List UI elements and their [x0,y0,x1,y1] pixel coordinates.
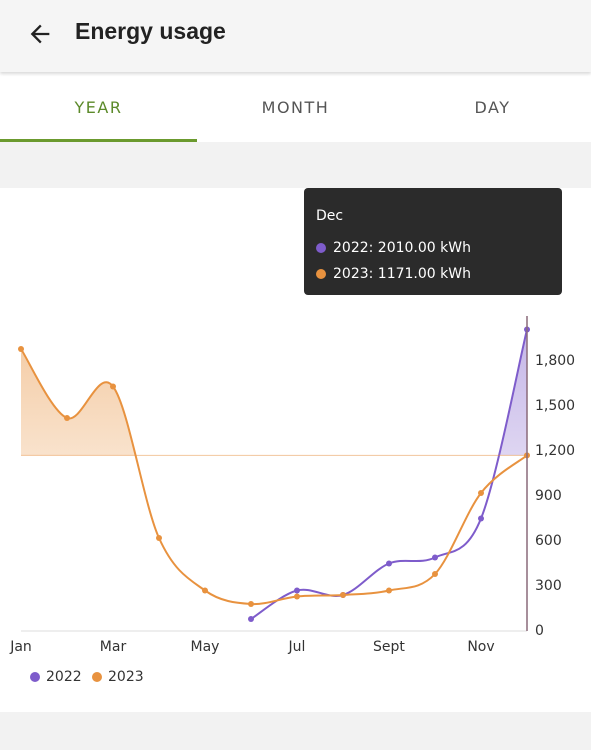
data-point [386,587,392,594]
y-tick-label: 1,800 [535,353,575,369]
legend-label: 2023 [108,669,144,685]
tab[interactable]: DAY [474,98,511,117]
tab-bar: YEAR MONTH DAY [0,72,591,142]
x-tick-label: May [191,639,220,655]
tooltip-line: 2023: 1171.00 kWh [333,266,471,282]
data-point [432,571,438,577]
tab-indicator [0,139,197,142]
x-tick-label: Mar [100,639,127,655]
y-tick-label: 600 [535,533,562,549]
data-point [156,535,162,541]
app-bar: Energy usage [0,0,591,72]
x-tick-label: Sept [373,639,405,655]
legend-swatch [92,672,102,682]
data-point [478,490,484,496]
y-tick-label: 900 [535,488,562,504]
series-line [20,348,528,606]
tooltip-title: Dec [316,208,343,224]
y-tick-label: 0 [535,623,544,639]
data-point [248,616,254,622]
tooltip-line: 2022: 2010.00 kWh [333,240,471,256]
legend-label: 2022 [46,669,82,685]
back-button[interactable] [26,20,54,48]
data-point [202,587,208,594]
legend-swatch [30,672,40,682]
area-fill [251,329,527,456]
screen-title: Energy usage [75,18,226,44]
tab[interactable]: YEAR [74,98,123,117]
data-point [248,601,254,607]
y-tick-label: 1,500 [535,398,575,414]
area-fill [21,349,527,456]
tooltip-swatch [316,243,326,253]
x-tick-label: Nov [467,639,494,655]
data-point [18,346,24,352]
data-point [386,560,392,567]
data-point [432,554,438,561]
series-line [250,329,528,620]
y-tick-label: 1,200 [535,443,575,459]
y-tick-label: 300 [535,578,562,594]
tooltip [304,188,562,295]
tooltip-swatch [316,269,326,279]
data-point [294,593,300,600]
data-point [110,383,116,390]
x-tick-label: Jul [288,639,306,655]
x-tick-label: Jan [9,639,32,655]
data-point [478,515,484,522]
data-point [294,587,300,594]
data-point [340,592,346,598]
data-point [64,415,70,421]
tab[interactable]: MONTH [261,98,330,117]
